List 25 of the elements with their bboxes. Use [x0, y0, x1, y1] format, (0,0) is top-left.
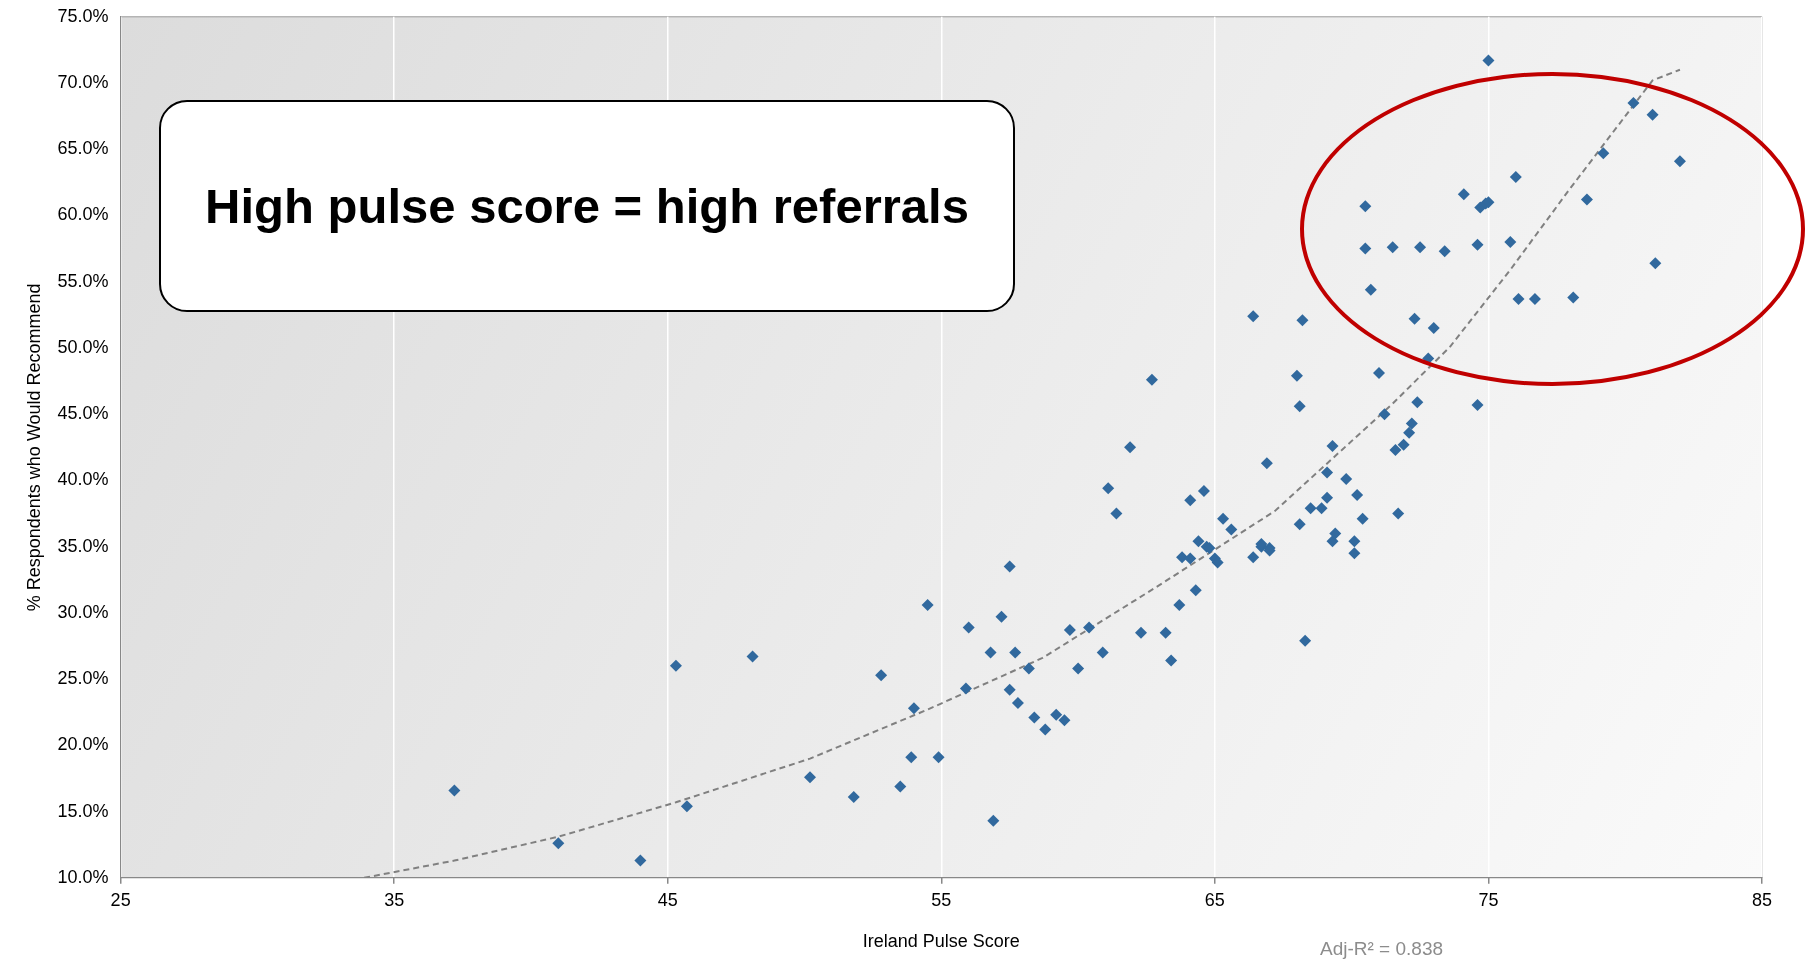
x-tick-label: 35: [384, 889, 405, 910]
x-tick-label: 45: [657, 889, 678, 910]
y-tick-label: 10.0%: [57, 866, 109, 887]
x-tick-label: 85: [1751, 889, 1773, 910]
x-tick-label: 25: [110, 889, 131, 910]
y-tick-label: 15.0%: [57, 800, 109, 821]
y-tick-label: 35.0%: [57, 535, 109, 556]
y-tick-label: 25.0%: [57, 668, 109, 689]
rounded-text-box: High pulse score = high referrals: [159, 100, 1015, 312]
y-axis-title: % Respondents who Would Recommend: [23, 283, 44, 612]
y-tick-label: 70.0%: [57, 72, 109, 92]
y-tick-label: 65.0%: [57, 138, 109, 159]
y-tick-label: 30.0%: [57, 601, 109, 622]
x-tick-label: 75: [1478, 889, 1499, 910]
y-tick-label: 50.0%: [57, 336, 109, 357]
y-tick-label: 45.0%: [57, 403, 109, 424]
y-tick-label: 75.0%: [57, 5, 109, 26]
y-tick-label: 40.0%: [57, 469, 109, 490]
x-tick-label: 65: [1204, 889, 1225, 910]
y-tick-label: 20.0%: [57, 734, 109, 755]
y-tick-label: 60.0%: [57, 204, 109, 225]
y-tick-label: 55.0%: [57, 270, 109, 291]
x-tick-label: 55: [931, 889, 952, 910]
x-axis-title: Ireland Pulse Score: [862, 931, 1020, 952]
text: Adj-R² = 0.838: [1320, 938, 1444, 960]
